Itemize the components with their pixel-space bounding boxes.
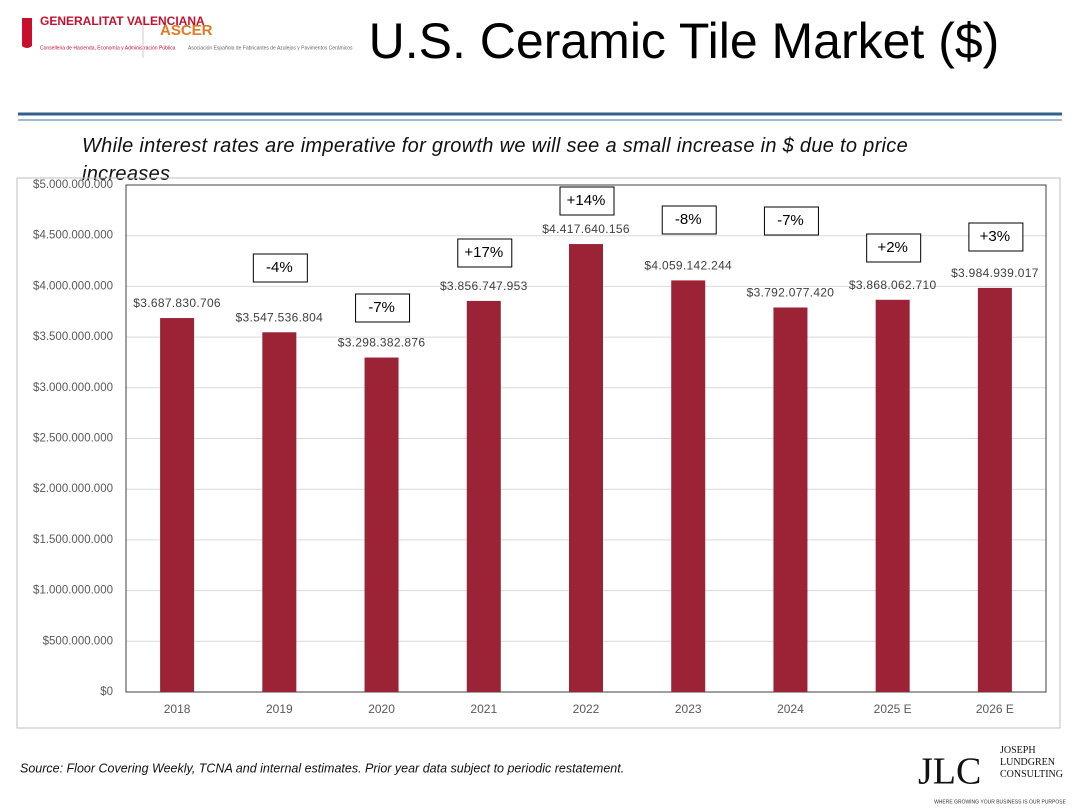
x-tick-label: 2018 <box>164 702 191 716</box>
subtitle-box: While interest rates are imperative for … <box>82 135 909 185</box>
growth-label: +3% <box>980 228 1010 245</box>
growth-box <box>457 238 513 268</box>
y-tick-label: $1.000.000.000 <box>33 585 113 597</box>
footer-logo: JLC <box>918 751 981 793</box>
value-label: $4.417.640.156 <box>542 222 630 236</box>
company: JOSEPH LUNDGREN CONSULTING <box>1000 745 1063 780</box>
y-tick-label: $3.500.000.000 <box>33 331 113 343</box>
growth-label: -7% <box>368 299 395 316</box>
value-label: $3.868.062.710 <box>849 278 937 292</box>
company-box: JOSEPH LUNDGREN CONSULTING <box>1000 745 1063 780</box>
bar <box>569 244 603 693</box>
x-tick-label: 2025 E <box>874 702 912 716</box>
growth-box <box>763 206 819 236</box>
growth-label: -4% <box>266 259 293 276</box>
y-tick-label: $4.500.000.000 <box>33 230 113 242</box>
growth-box <box>866 233 922 263</box>
source: Source: Floor Covering Weekly, TCNA and … <box>20 761 624 775</box>
org2-name: ASCER <box>160 22 213 39</box>
y-tick-label: $1.500.000.000 <box>33 534 113 546</box>
y-tick-label: $500.000.000 <box>43 635 113 647</box>
y-tick-label: $3.000.000.000 <box>33 382 113 394</box>
bar <box>466 300 501 692</box>
bar <box>977 287 1012 692</box>
growth-box <box>968 222 1024 252</box>
growth-label: -7% <box>777 212 804 229</box>
growth-box <box>252 253 308 283</box>
value-label: $3.856.747.953 <box>440 279 528 293</box>
x-tick-label: 2022 <box>573 702 600 716</box>
value-label: $3.984.939.017 <box>951 266 1039 280</box>
y-tick-label: $5.000.000.000 <box>33 179 113 191</box>
growth-box <box>355 293 411 323</box>
value-label: $3.687.830.706 <box>133 296 221 310</box>
bar <box>773 307 808 692</box>
bar <box>160 318 195 692</box>
y-tick-label: $2.500.000.000 <box>33 433 113 445</box>
org1-name: GENERALITAT VALENCIANA <box>40 14 205 28</box>
x-tick-label: 2024 <box>777 702 804 716</box>
slide-title: U.S. Ceramic Tile Market ($) <box>369 13 1000 69</box>
x-tick-label: 2023 <box>675 702 702 716</box>
x-tick-label: 2020 <box>368 702 395 716</box>
value-label: $3.547.536.804 <box>236 310 324 324</box>
bar <box>364 357 399 692</box>
y-tick-label: $4.000.000.000 <box>33 280 113 292</box>
growth-box <box>559 186 615 216</box>
bar <box>671 280 706 692</box>
y-tick-label: $2.000.000.000 <box>33 483 113 495</box>
y-tick-label: $0 <box>100 686 113 698</box>
subtitle: While interest rates are imperative for … <box>82 135 909 185</box>
growth-label: -8% <box>675 211 702 228</box>
x-tick-label: 2019 <box>266 702 293 716</box>
tagline: WHERE GROWING YOUR BUSINESS IS OUR PURPO… <box>934 799 1067 805</box>
growth-label: +14% <box>567 192 606 209</box>
growth-label: +17% <box>464 244 503 261</box>
x-tick-label: 2026 E <box>976 702 1014 716</box>
org2-sub: Asociación Española de Fabricantes de Az… <box>188 45 353 51</box>
value-label: $3.298.382.876 <box>338 336 426 350</box>
value-label: $3.792.077.420 <box>747 286 835 300</box>
bar <box>262 332 297 692</box>
logo-shield <box>22 18 32 48</box>
x-tick-label: 2021 <box>470 702 497 716</box>
chart-area <box>16 177 1061 729</box>
bar <box>875 299 910 692</box>
org1-sub: Conselleria de Hacienda, Economía y Admi… <box>40 45 176 51</box>
growth-label: +2% <box>877 239 907 256</box>
growth-box <box>661 205 717 235</box>
value-label: $4.059.142.244 <box>644 259 732 273</box>
